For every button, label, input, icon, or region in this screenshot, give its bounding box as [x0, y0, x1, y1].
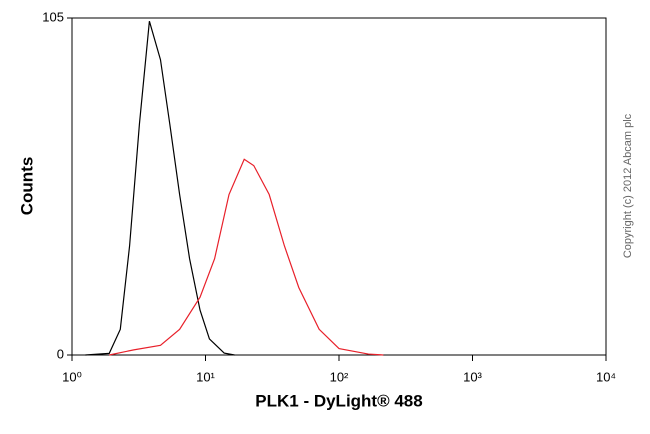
- x-tick-label: 10⁴: [596, 369, 616, 384]
- x-axis-label: PLK1 - DyLight® 488: [255, 391, 422, 410]
- x-tick-label: 10²: [330, 369, 349, 384]
- y-tick-label: 0: [57, 346, 64, 361]
- x-tick-label: 10¹: [196, 369, 215, 384]
- x-tick-label: 10⁰: [62, 369, 82, 384]
- watermark: Copyright (c) 2012 Abcam plc: [622, 113, 634, 258]
- plot-frame: [71, 17, 607, 356]
- x-tick-label: 10³: [463, 369, 482, 384]
- y-axis-label: Counts: [17, 157, 36, 216]
- y-tick-label: 105: [42, 9, 64, 24]
- histogram-line: [85, 21, 235, 356]
- histogram-line: [109, 158, 384, 356]
